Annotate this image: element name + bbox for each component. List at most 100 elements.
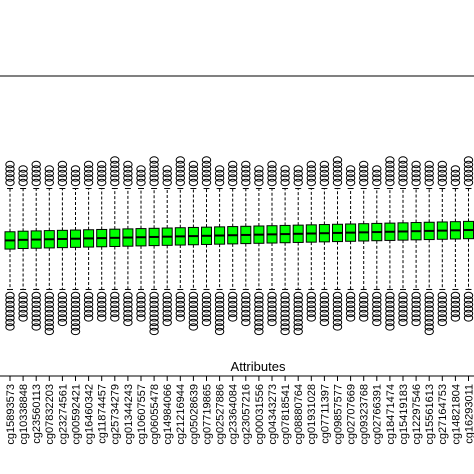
outlier-point xyxy=(399,157,407,163)
outlier-point xyxy=(307,315,315,321)
boxes-layer xyxy=(5,157,474,335)
box-group xyxy=(5,161,15,330)
box-group xyxy=(110,157,120,321)
outlier-point xyxy=(84,161,92,167)
box-group xyxy=(149,157,159,335)
x-tick-label: cg21216944 xyxy=(175,384,187,445)
outlier-point xyxy=(464,315,472,321)
x-tick-label: cg01931028 xyxy=(306,384,318,445)
x-axis-title: Attributes xyxy=(231,359,286,374)
outlier-point xyxy=(176,315,184,321)
outlier-point xyxy=(294,328,302,334)
outlier-point xyxy=(451,315,459,321)
x-tick-label: cg11874457 xyxy=(97,384,109,444)
box-group xyxy=(84,161,94,321)
outlier-point xyxy=(19,166,27,172)
x-tick-label: cg25734279 xyxy=(110,384,122,445)
outlier-point xyxy=(32,324,40,330)
box-group xyxy=(175,157,185,321)
outlier-point xyxy=(71,328,79,334)
x-tick-label: cg14821804 xyxy=(450,384,462,445)
box-group xyxy=(372,166,382,326)
x-tick-label: cg07719865 xyxy=(201,384,213,445)
outlier-point xyxy=(438,161,446,167)
outlier-point xyxy=(163,319,171,325)
outlier-point xyxy=(255,328,263,334)
box-group xyxy=(280,166,290,335)
outlier-point xyxy=(294,166,302,172)
outlier-point xyxy=(98,161,106,167)
box-group xyxy=(424,161,434,334)
outlier-point xyxy=(32,161,40,167)
outlier-point xyxy=(281,166,289,172)
x-tick-label: cg02766391 xyxy=(372,384,384,445)
x-tick-label: cg09857577 xyxy=(332,384,344,445)
x-tick-label: cg04343273 xyxy=(267,384,279,445)
outlier-point xyxy=(45,166,53,172)
box-group xyxy=(188,161,198,330)
box-group xyxy=(359,161,369,321)
box-group xyxy=(450,166,460,321)
x-tick-label: cg23274561 xyxy=(57,384,69,445)
outlier-point xyxy=(189,161,197,167)
outlier-point xyxy=(45,328,53,334)
x-tick-label: cg14984066 xyxy=(162,384,174,445)
box-group xyxy=(123,161,133,325)
x-tick-label: cg18471474 xyxy=(385,384,397,445)
outlier-point xyxy=(320,319,328,325)
outlier-point xyxy=(464,157,472,163)
outlier-point xyxy=(242,161,250,167)
outlier-point xyxy=(438,319,446,325)
outlier-point xyxy=(451,166,459,172)
outlier-point xyxy=(255,166,263,172)
outlier-point xyxy=(163,166,171,172)
box-group xyxy=(385,157,395,330)
box-group xyxy=(398,157,408,326)
box-group xyxy=(57,161,67,325)
box-group xyxy=(333,157,343,330)
x-tick-label: cg08880764 xyxy=(293,384,305,445)
outlier-point xyxy=(6,324,14,330)
outlier-point xyxy=(58,319,66,325)
outlier-point xyxy=(229,161,237,167)
x-tick-label: cg12297546 xyxy=(411,384,423,445)
outlier-point xyxy=(346,315,354,321)
outlier-point xyxy=(399,319,407,325)
outlier-point xyxy=(19,315,27,321)
x-tick-label: cg23364084 xyxy=(228,384,240,445)
x-tick-label: cg05028639 xyxy=(188,384,200,445)
outlier-point xyxy=(425,328,433,334)
box-group xyxy=(241,161,251,325)
box-group xyxy=(18,166,28,321)
outlier-point xyxy=(202,157,210,163)
box-group xyxy=(254,166,264,335)
x-ticks-layer: cg15893573cg10338848cg23560113cg07832203… xyxy=(5,376,474,445)
outlier-point xyxy=(242,319,250,325)
outlier-point xyxy=(360,161,368,167)
x-tick-label: cg23560113 xyxy=(31,384,43,444)
outlier-point xyxy=(229,315,237,321)
x-tick-label: cg06055478 xyxy=(149,384,161,445)
outlier-point xyxy=(373,166,381,172)
box-group xyxy=(71,166,81,335)
outlier-point xyxy=(281,328,289,334)
outlier-point xyxy=(215,328,223,334)
outlier-point xyxy=(189,324,197,330)
box-group xyxy=(293,166,303,335)
outlier-point xyxy=(386,324,394,330)
outlier-point xyxy=(412,319,420,325)
outlier-point xyxy=(150,328,158,334)
x-tick-label: cg01344243 xyxy=(123,384,135,445)
outlier-point xyxy=(124,161,132,167)
outlier-point xyxy=(150,157,158,163)
outlier-point xyxy=(176,157,184,163)
x-tick-label: cg00592421 xyxy=(70,384,82,445)
box-group xyxy=(162,166,172,326)
outlier-point xyxy=(268,161,276,167)
box-group xyxy=(228,161,238,321)
outlier-point xyxy=(71,166,79,172)
box-group xyxy=(464,157,474,321)
outlier-point xyxy=(320,161,328,167)
box-group xyxy=(31,161,41,330)
